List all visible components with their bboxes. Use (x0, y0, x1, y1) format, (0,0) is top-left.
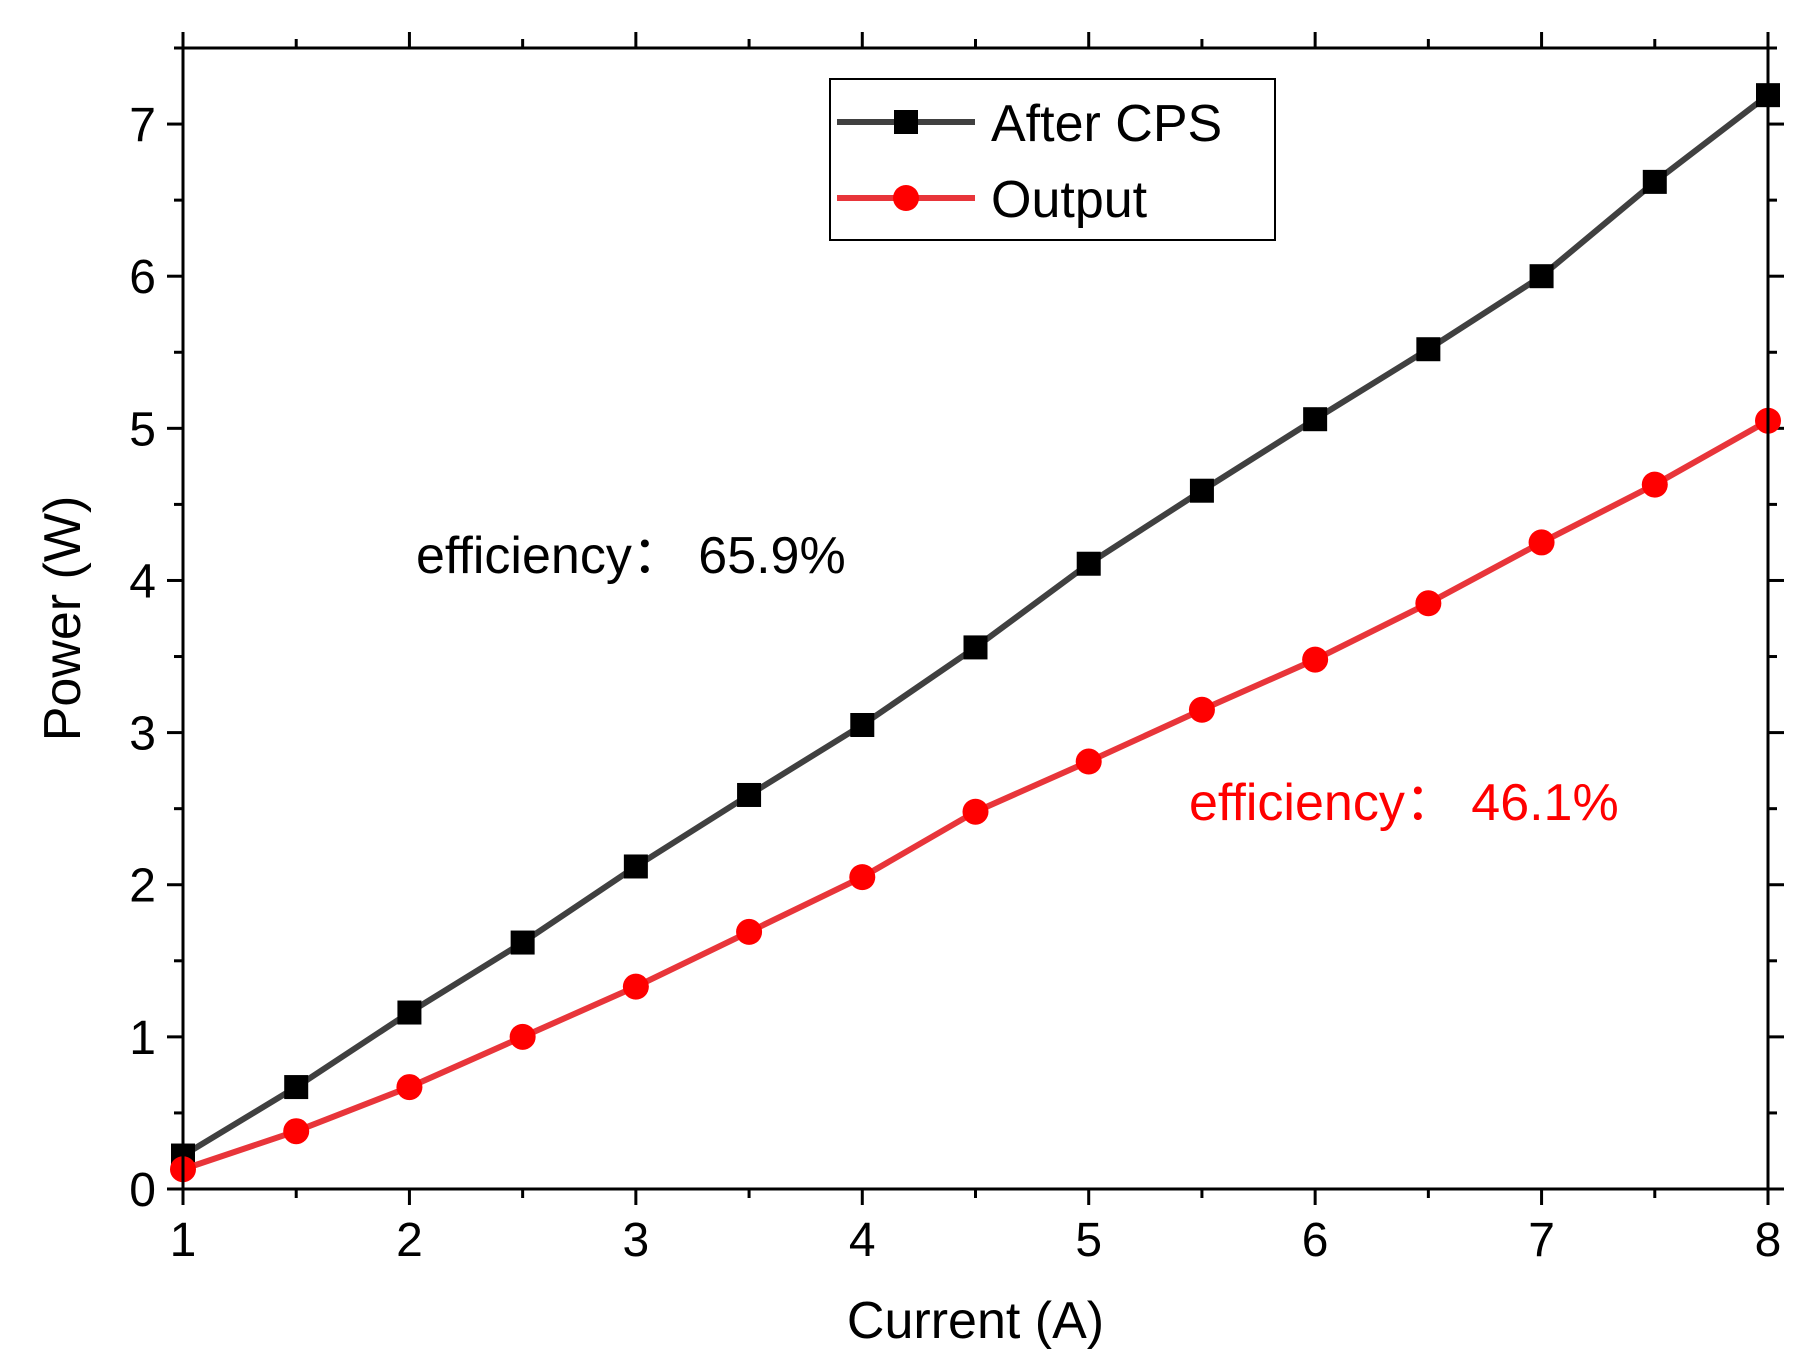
x-tick-label: 7 (1528, 1214, 1555, 1267)
data-point (963, 635, 988, 660)
series-layer (170, 83, 1781, 1183)
data-point (962, 798, 989, 825)
x-tick-label: 6 (1302, 1214, 1329, 1267)
x-axis-title: Current (A) (847, 1292, 1104, 1350)
data-point (1529, 264, 1554, 289)
x-tick-label: 1 (170, 1214, 197, 1267)
data-point (849, 864, 876, 891)
data-point (283, 1118, 310, 1145)
x-tick-label: 2 (396, 1214, 423, 1267)
data-point (1641, 471, 1668, 498)
data-point (736, 918, 763, 945)
annotation-output-efficiency: efficiency： 46.1% (1189, 774, 1619, 832)
legend-marker-after-cps (894, 110, 918, 134)
y-tick-label: 2 (129, 860, 156, 913)
x-tick-label: 3 (623, 1214, 650, 1267)
legend-label-after-cps: After CPS (991, 95, 1222, 153)
y-tick-label: 5 (129, 403, 156, 456)
y-tick-label: 4 (129, 555, 156, 608)
legend-marker-output (893, 185, 919, 211)
data-point (1415, 590, 1442, 617)
data-point (1642, 169, 1667, 194)
data-point (1416, 337, 1441, 362)
series-after-cps (171, 83, 1780, 1168)
y-tick-label: 3 (129, 708, 156, 761)
x-tick-label: 5 (1075, 1214, 1102, 1267)
legend: After CPS Output (829, 78, 1276, 241)
data-point (1188, 696, 1215, 723)
data-point (622, 973, 649, 1000)
data-point (1302, 646, 1329, 673)
legend-label-output: Output (991, 171, 1148, 229)
data-point (1076, 551, 1101, 576)
series-output (170, 407, 1781, 1183)
data-point (850, 712, 875, 737)
data-point (396, 1074, 423, 1101)
annotation-after-cps-efficiency: efficiency： 65.9% (416, 527, 846, 585)
data-point (284, 1075, 309, 1100)
x-tick-label: 8 (1755, 1214, 1782, 1267)
data-point (397, 1000, 422, 1025)
data-point (510, 930, 535, 955)
y-tick-label: 6 (129, 251, 156, 304)
data-point (623, 854, 648, 879)
y-tick-label: 1 (129, 1012, 156, 1065)
data-point (737, 782, 762, 807)
y-tick-label: 0 (129, 1164, 156, 1217)
data-point (1528, 529, 1555, 556)
data-point (1075, 748, 1102, 775)
y-tick-label: 7 (129, 99, 156, 152)
legend-box (829, 78, 1276, 241)
data-point (1303, 407, 1328, 432)
x-tick-label: 4 (849, 1214, 876, 1267)
series-line-after-cps (181, 92, 1770, 1159)
plot-frame (181, 46, 1770, 1191)
data-point (509, 1023, 536, 1050)
data-point (1189, 478, 1214, 503)
y-axis-title: Power (W) (34, 496, 92, 742)
